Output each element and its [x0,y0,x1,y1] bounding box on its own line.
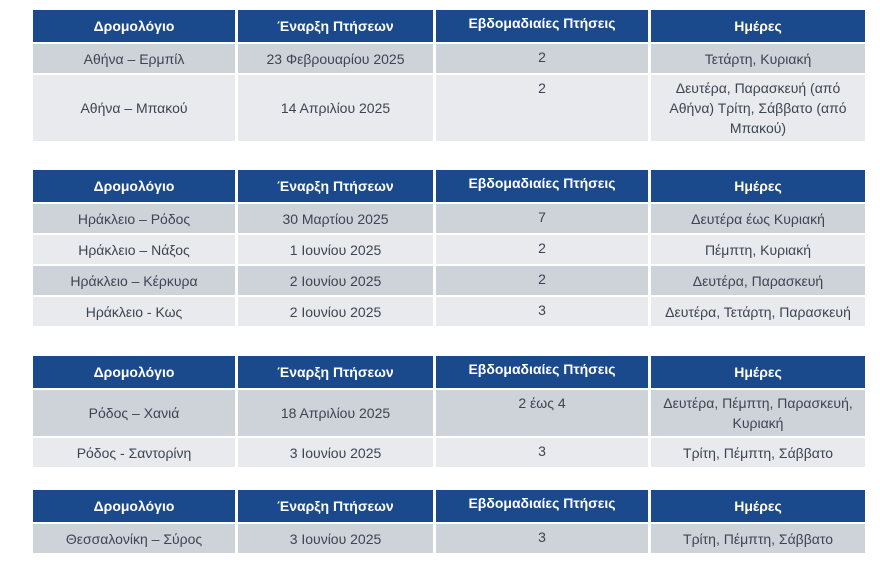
weekly-flights-cell: 2 [436,44,648,73]
days-cell: Τρίτη, Πέμπτη, Σάββατο [651,524,865,553]
route-cell: Αθήνα – Μπακού [33,75,235,141]
col-header-days: Ημέρες [651,170,865,202]
start-date-cell: 30 Μαρτίου 2025 [238,204,433,233]
route-cell: Ρόδος - Σαντορίνη [33,438,235,467]
flight-schedule-page: Δρομολόγιο Έναρξη Πτήσεων Εβδομαδιαίες Π… [30,8,868,555]
start-date-cell: 1 Ιουνίου 2025 [238,235,433,264]
route-cell: Ηράκλειο – Κέρκυρα [33,266,235,295]
flight-table-heraklion: Δρομολόγιο Έναρξη Πτήσεων Εβδομαδιαίες Π… [30,168,868,328]
col-header-days: Ημέρες [651,490,865,522]
days-cell: Πέμπτη, Κυριακή [651,235,865,264]
col-header-weekly-flights: Εβδομαδιαίες Πτήσεις [436,10,648,42]
route-cell: Θεσσαλονίκη – Σύρος [33,524,235,553]
table-row: Ηράκλειο – Κέρκυρα 2 Ιουνίου 2025 2 Δευτ… [33,266,865,295]
days-cell: Τρίτη, Πέμπτη, Σάββατο [651,438,865,467]
col-header-start-date: Έναρξη Πτήσεων [238,10,433,42]
weekly-flights-cell: 2 [436,235,648,264]
days-cell: Δευτέρα, Τετάρτη, Παρασκευή [651,297,865,326]
flight-table-thessaloniki: Δρομολόγιο Έναρξη Πτήσεων Εβδομαδιαίες Π… [30,488,868,555]
start-date-cell: 3 Ιουνίου 2025 [238,438,433,467]
start-date-cell: 2 Ιουνίου 2025 [238,266,433,295]
weekly-flights-cell: 7 [436,204,648,233]
table-row: Ηράκλειο – Ρόδος 30 Μαρτίου 2025 7 Δευτέ… [33,204,865,233]
days-cell: Τετάρτη, Κυριακή [651,44,865,73]
start-date-cell: 3 Ιουνίου 2025 [238,524,433,553]
days-cell: Δευτέρα, Παρασκευή (από Αθήνα) Τρίτη, Σά… [651,75,865,141]
header-row: Δρομολόγιο Έναρξη Πτήσεων Εβδομαδιαίες Π… [33,170,865,202]
flight-table-athens: Δρομολόγιο Έναρξη Πτήσεων Εβδομαδιαίες Π… [30,8,868,143]
header-row: Δρομολόγιο Έναρξη Πτήσεων Εβδομαδιαίες Π… [33,356,865,388]
route-cell: Ηράκλειο – Ρόδος [33,204,235,233]
route-cell: Ρόδος – Χανιά [33,390,235,436]
days-cell: Δευτέρα, Πέμπτη, Παρασκευή, Κυριακή [651,390,865,436]
table-row: Ηράκλειο – Νάξος 1 Ιουνίου 2025 2 Πέμπτη… [33,235,865,264]
col-header-days: Ημέρες [651,356,865,388]
days-cell: Δευτέρα, Παρασκευή [651,266,865,295]
table-row: Αθήνα – Μπακού 14 Απριλίου 2025 2 Δευτέρ… [33,75,865,141]
route-cell: Αθήνα – Ερμπίλ [33,44,235,73]
col-header-weekly-flights: Εβδομαδιαίες Πτήσεις [436,170,648,202]
col-header-route: Δρομολόγιο [33,170,235,202]
table-row: Ηράκλειο - Κως 2 Ιουνίου 2025 3 Δευτέρα,… [33,297,865,326]
weekly-flights-cell: 3 [436,297,648,326]
col-header-start-date: Έναρξη Πτήσεων [238,490,433,522]
weekly-flights-cell: 2 έως 4 [436,390,648,436]
start-date-cell: 18 Απριλίου 2025 [238,390,433,436]
start-date-cell: 23 Φεβρουαρίου 2025 [238,44,433,73]
route-cell: Ηράκλειο - Κως [33,297,235,326]
weekly-flights-cell: 3 [436,524,648,553]
header-row: Δρομολόγιο Έναρξη Πτήσεων Εβδομαδιαίες Π… [33,490,865,522]
table-row: Ρόδος – Χανιά 18 Απριλίου 2025 2 έως 4 Δ… [33,390,865,436]
col-header-start-date: Έναρξη Πτήσεων [238,356,433,388]
table-row: Ρόδος - Σαντορίνη 3 Ιουνίου 2025 3 Τρίτη… [33,438,865,467]
col-header-days: Ημέρες [651,10,865,42]
start-date-cell: 14 Απριλίου 2025 [238,75,433,141]
col-header-route: Δρομολόγιο [33,490,235,522]
days-cell: Δευτέρα έως Κυριακή [651,204,865,233]
col-header-weekly-flights: Εβδομαδιαίες Πτήσεις [436,356,648,388]
weekly-flights-cell: 3 [436,438,648,467]
flight-table-rhodes: Δρομολόγιο Έναρξη Πτήσεων Εβδομαδιαίες Π… [30,354,868,469]
table-row: Θεσσαλονίκη – Σύρος 3 Ιουνίου 2025 3 Τρί… [33,524,865,553]
header-row: Δρομολόγιο Έναρξη Πτήσεων Εβδομαδιαίες Π… [33,10,865,42]
col-header-route: Δρομολόγιο [33,10,235,42]
col-header-start-date: Έναρξη Πτήσεων [238,170,433,202]
route-cell: Ηράκλειο – Νάξος [33,235,235,264]
weekly-flights-cell: 2 [436,75,648,141]
table-row: Αθήνα – Ερμπίλ 23 Φεβρουαρίου 2025 2 Τετ… [33,44,865,73]
start-date-cell: 2 Ιουνίου 2025 [238,297,433,326]
col-header-weekly-flights: Εβδομαδιαίες Πτήσεις [436,490,648,522]
col-header-route: Δρομολόγιο [33,356,235,388]
weekly-flights-cell: 2 [436,266,648,295]
